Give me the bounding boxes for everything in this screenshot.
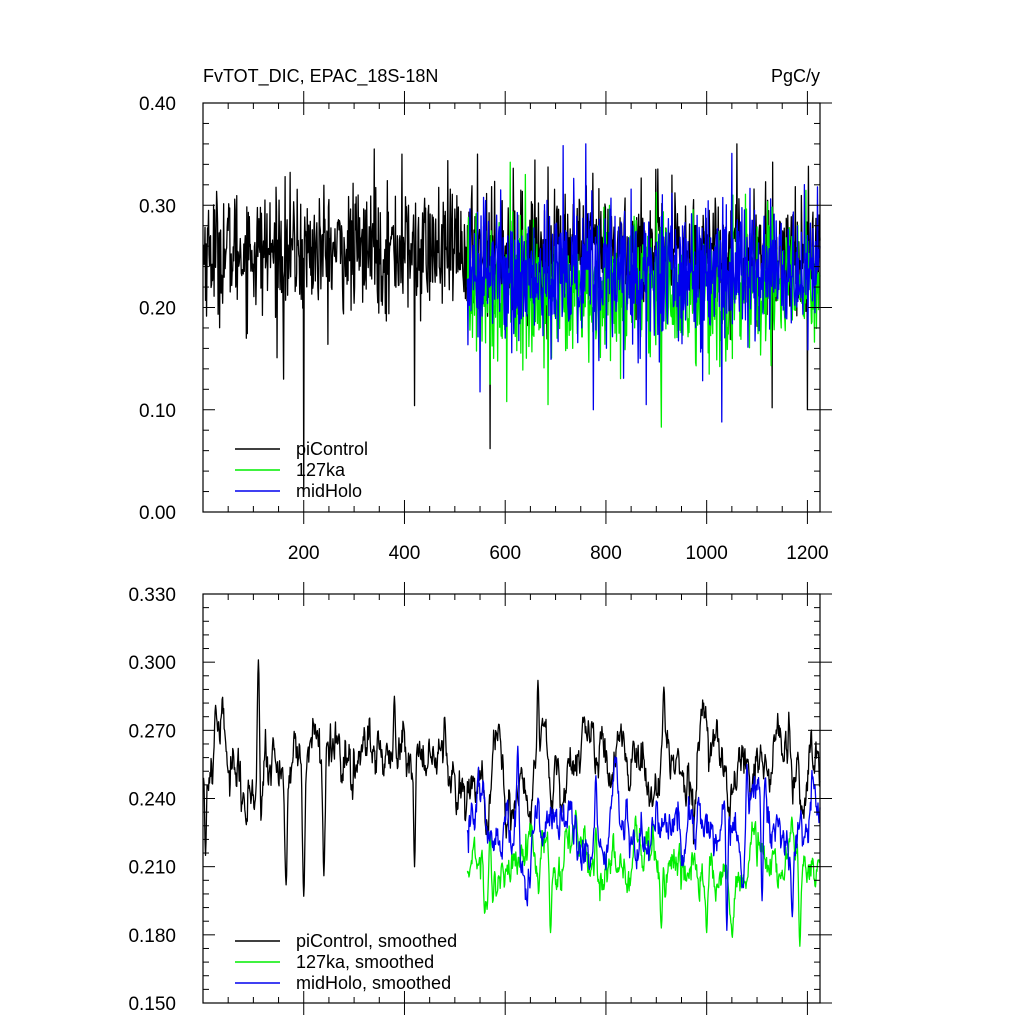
bottom-axes: 0.150 0.180 0.210 0.240 0.270 0.300 0.330 bbox=[128, 582, 832, 1015]
top-series-midholo-line bbox=[466, 143, 821, 423]
top-y-tick-label: 0.00 bbox=[139, 503, 176, 524]
top-panel: 200 400 600 800 1000 1200 0.00 0.10 0.20 0.30 0.40… bbox=[139, 66, 832, 564]
top-x-tick-label: 800 bbox=[590, 543, 622, 564]
bottom-y-tick-label: 0.300 bbox=[128, 653, 176, 674]
top-y-tick-label: 0.40 bbox=[139, 94, 176, 115]
bottom-legend-label: 127ka, smoothed bbox=[296, 952, 434, 972]
top-axes: 200 400 600 800 1000 1200 0.00 0.10 0.20 0.30 0.40 bbox=[139, 91, 832, 564]
bottom-legend-label: piControl, smoothed bbox=[296, 931, 457, 951]
top-series-127ka-line bbox=[466, 161, 821, 428]
top-title-left: FvTOT_DIC, EPAC_18S-18N bbox=[203, 66, 438, 87]
top-y-tick-label: 0.10 bbox=[139, 401, 176, 422]
bottom-y-tick-label: 0.210 bbox=[128, 858, 176, 879]
top-series-lines bbox=[202, 143, 821, 493]
top-title-right: PgC/y bbox=[771, 66, 820, 86]
top-legend-label: 127ka bbox=[296, 460, 346, 480]
top-y-tick-label: 0.30 bbox=[139, 196, 176, 217]
bottom-y-tick-label: 0.330 bbox=[128, 585, 176, 606]
bottom-panel: 0.150 0.180 0.210 0.240 0.270 0.300 0.330 piCo… bbox=[128, 582, 832, 1015]
top-x-tick-label: 600 bbox=[489, 543, 521, 564]
bottom-series-picontrol-line bbox=[202, 659, 821, 897]
bottom-y-tick-label: 0.240 bbox=[128, 790, 176, 811]
bottom-y-tick-label: 0.150 bbox=[128, 994, 176, 1015]
bottom-y-tick-label: 0.180 bbox=[128, 926, 176, 947]
top-y-tick-label: 0.20 bbox=[139, 299, 176, 320]
bottom-series-127ka-line bbox=[466, 809, 821, 947]
top-x-tick-label: 200 bbox=[288, 543, 320, 564]
bottom-legend-label: midHolo, smoothed bbox=[296, 973, 451, 993]
bottom-series-midholo-line bbox=[466, 745, 821, 931]
bottom-y-tick-label: 0.270 bbox=[128, 721, 176, 742]
top-legend-label: midHolo bbox=[296, 481, 362, 501]
top-legend-label: piControl bbox=[296, 439, 368, 459]
top-x-tick-label: 1000 bbox=[686, 543, 728, 564]
bottom-series-lines bbox=[202, 659, 821, 947]
top-x-tick-label: 1200 bbox=[786, 543, 828, 564]
top-x-tick-label: 400 bbox=[389, 543, 421, 564]
